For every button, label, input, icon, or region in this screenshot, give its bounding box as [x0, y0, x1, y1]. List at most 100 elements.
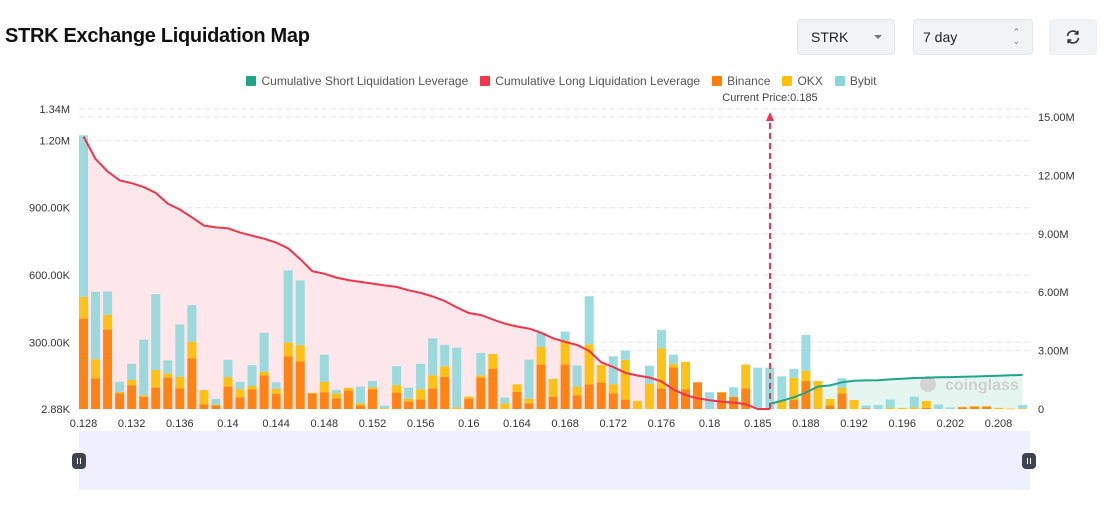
bar-bybit: [247, 365, 257, 386]
legend-item-okx[interactable]: OKX: [782, 74, 823, 88]
bar-bybit: [1018, 404, 1028, 409]
bar-binance: [79, 318, 88, 409]
bar-binance: [223, 386, 233, 409]
bar-binance: [548, 396, 558, 409]
bar-binance: [969, 406, 979, 409]
bar-okx: [283, 342, 293, 357]
bar-binance: [488, 368, 498, 409]
legend-swatch: [712, 76, 723, 86]
x-axis-tick-label: 0.192: [840, 418, 868, 430]
period-select[interactable]: 7 day ⌃ ⌄: [913, 19, 1033, 55]
bar-binance: [428, 388, 438, 409]
refresh-button[interactable]: [1049, 19, 1097, 55]
legend-swatch: [782, 76, 793, 86]
x-axis-tick-label: 0.185: [744, 418, 772, 430]
bar-okx: [271, 388, 281, 394]
bar-bybit: [355, 386, 365, 404]
bar-okx: [115, 391, 125, 394]
bar-bybit: [187, 305, 197, 342]
x-axis-tick-label: 0.176: [648, 418, 676, 430]
bar-bybit: [560, 331, 570, 341]
bar-okx: [512, 384, 522, 392]
bar-okx: [79, 296, 88, 319]
bar-binance: [235, 397, 245, 409]
bar-bybit: [271, 382, 281, 389]
bar-binance: [175, 388, 185, 409]
bar-binance: [464, 398, 474, 409]
bar-okx: [969, 406, 979, 407]
bar-okx: [572, 386, 582, 396]
bar-binance: [801, 380, 811, 409]
bar-binance: [343, 390, 353, 409]
bar-binance: [789, 400, 799, 409]
bar-binance: [127, 385, 137, 409]
bar-okx: [1006, 408, 1016, 410]
bar-bybit: [885, 399, 895, 408]
legend-item-long[interactable]: Cumulative Long Liquidation Leverage: [480, 74, 700, 88]
bar-bybit: [428, 338, 438, 376]
x-axis-tick-label: 0.14: [217, 418, 238, 430]
current-price-label: Current Price:0.185: [722, 92, 817, 104]
symbol-select[interactable]: STRK: [797, 19, 895, 55]
x-axis-tick-label: 0.144: [262, 418, 290, 430]
bar-bybit: [163, 360, 173, 374]
bar-binance: [560, 364, 570, 409]
bar-binance: [741, 388, 751, 409]
bar-bybit: [380, 405, 389, 409]
watermark-text: coinglass: [945, 377, 1019, 394]
bar-bybit: [584, 296, 594, 345]
bar-okx: [464, 396, 474, 399]
bar-binance: [103, 329, 113, 409]
bar-bybit: [79, 135, 88, 297]
legend-item-short[interactable]: Cumulative Short Liquidation Leverage: [246, 74, 468, 88]
bar-binance: [283, 356, 293, 409]
legend-swatch: [834, 76, 845, 86]
bar-okx: [681, 361, 690, 390]
bar-bybit: [452, 347, 462, 408]
bar-binance: [620, 399, 630, 409]
bar-binance: [271, 393, 281, 409]
bar-okx: [596, 365, 606, 383]
bar-okx: [247, 385, 257, 390]
bar-okx: [235, 389, 245, 398]
bar-okx: [295, 345, 305, 362]
bar-bybit: [139, 339, 149, 396]
bar-binance: [163, 377, 173, 409]
bar-binance: [512, 391, 522, 409]
legend-item-bybit[interactable]: Bybit: [834, 74, 877, 88]
bar-okx: [644, 383, 654, 409]
bar-binance: [319, 392, 329, 409]
bar-okx: [91, 359, 101, 379]
range-slider-left-handle[interactable]: [72, 453, 86, 469]
legend-label: Binance: [727, 74, 771, 88]
range-slider-right-handle[interactable]: [1022, 453, 1036, 469]
bar-okx: [259, 371, 269, 376]
bar-bybit: [873, 404, 883, 409]
bar-binance: [596, 382, 606, 409]
bar-okx: [103, 314, 113, 330]
right-axis-tick-label: 0: [1038, 404, 1044, 416]
bar-okx: [656, 348, 666, 389]
legend-label: Bybit: [849, 74, 877, 88]
bar-okx: [560, 340, 570, 365]
legend-swatch: [480, 76, 491, 86]
bar-binance: [837, 393, 847, 409]
right-axis-tick-label: 9.00M: [1038, 229, 1069, 241]
bar-okx: [813, 380, 823, 409]
bar-bybit: [668, 354, 678, 364]
bar-binance: [416, 399, 426, 409]
x-axis-tick-label: 0.202: [937, 418, 965, 430]
bar-binance: [572, 395, 582, 409]
bar-bybit: [295, 280, 305, 346]
bar-okx: [416, 389, 426, 400]
legend-item-binance[interactable]: Binance: [712, 74, 770, 88]
bar-binance: [139, 396, 149, 409]
bar-bybit: [945, 407, 955, 409]
bar-bybit: [91, 291, 101, 360]
bar-okx: [331, 393, 341, 399]
bar-okx: [404, 398, 414, 402]
bar-binance: [536, 364, 546, 409]
bar-bybit: [861, 405, 871, 409]
left-axis-tick-label: 1.20M: [39, 135, 70, 147]
bar-okx: [139, 395, 149, 397]
